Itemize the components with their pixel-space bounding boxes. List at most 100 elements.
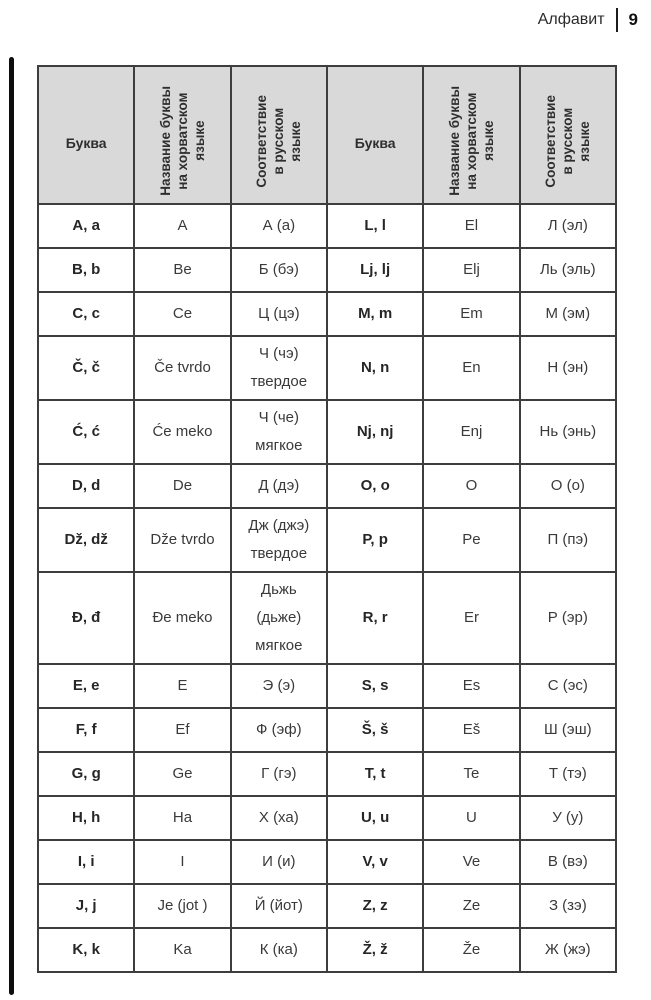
croatian-name-cell: Je (jot ) [133,883,232,929]
russian-match-cell: Ц (цэ) [229,291,328,337]
col-header-croatian-name-left: Название буквы на хорватском языке [133,65,232,205]
col-header-russian-match-left-label: Соответствие в русском языке [254,94,304,188]
page-header-divider [615,8,618,32]
col-header-letter-right-label: Буква [354,134,396,151]
russian-match-cell: Б (бэ) [229,247,328,293]
croatian-name-cell: O [422,463,521,509]
letter-cell: N, n [325,335,425,401]
croatian-name-cell: Enj [422,399,521,465]
croatian-name-cell: Že [422,927,521,973]
croatian-name-cell: Te [422,751,521,797]
russian-match-cell: Ш (эш) [518,707,618,753]
col-header-russian-match-left: Соответствие в русском языке [229,65,328,205]
russian-match-cell: Ч (чэ) твердое [229,335,328,401]
russian-match-cell: Т (тэ) [518,751,618,797]
letter-cell: R, r [325,571,425,665]
letter-cell: Nj, nj [325,399,425,465]
russian-match-cell: О (о) [518,463,618,509]
croatian-name-cell: Pe [422,507,521,573]
russian-match-cell: С (эс) [518,663,618,709]
table-row: Đ, đ Đe meko Дьжь (дьже) мягкое R, r Er Р (эр… [36,571,618,665]
russian-match-cell: У (у) [518,795,618,841]
croatian-name-cell: I [133,839,232,885]
letter-cell: E, e [36,663,136,709]
page-header-title: Алфавит [537,11,605,28]
croatian-name-cell: Ve [422,839,521,885]
letter-cell: T, t [325,751,425,797]
letter-cell: F, f [36,707,136,753]
croatian-name-cell: U [422,795,521,841]
croatian-name-cell: Er [422,571,521,665]
russian-match-cell: Р (эр) [518,571,618,665]
col-header-croatian-name-right: Название буквы на хорватском языке [422,65,521,205]
letter-cell: J, j [36,883,136,929]
col-header-letter-right: Буква [325,65,425,205]
letter-cell: Ć, ć [36,399,136,465]
russian-match-cell: Г (гэ) [229,751,328,797]
table-row: K, k Ka К (ка) Ž, ž Že Ж (жэ) [36,927,618,973]
table-row: Dž, dž Dže tvrdo Дж (джэ) твердое P, p Pe П (… [36,507,618,573]
russian-match-cell: Ль (эль) [518,247,618,293]
croatian-name-cell: Elj [422,247,521,293]
russian-match-cell: З (зэ) [518,883,618,929]
table-row: J, j Je (jot ) Й (йот) Z, z Ze З (зэ) [36,883,618,929]
letter-cell: S, s [325,663,425,709]
letter-cell: L, l [325,203,425,249]
croatian-name-cell: Ka [133,927,232,973]
croatian-name-cell: Ce [133,291,232,337]
letter-cell: O, o [325,463,425,509]
letter-cell: Dž, dž [36,507,136,573]
russian-match-cell: В (вэ) [518,839,618,885]
letter-cell: V, v [325,839,425,885]
col-header-letter-left: Буква [36,65,136,205]
col-header-letter-left-label: Буква [65,134,107,151]
russian-match-cell: Н (эн) [518,335,618,401]
russian-match-cell: П (пэ) [518,507,618,573]
letter-cell: I, i [36,839,136,885]
letter-cell: A, a [36,203,136,249]
alphabet-table: Буква Название буквы на хорватском языке… [36,65,618,973]
header-row: Буква Название буквы на хорватском языке… [36,65,618,205]
russian-match-cell: Э (э) [229,663,328,709]
letter-cell: P, p [325,507,425,573]
col-header-croatian-name-right-label: Название буквы на хорватском языке [446,86,496,196]
croatian-name-cell: Će meko [133,399,232,465]
table-row: Ć, ć Će meko Ч (че) мягкое Nj, nj Enj Нь (энь… [36,399,618,465]
letter-cell: Z, z [325,883,425,929]
russian-match-cell: Л (эл) [518,203,618,249]
table-row: C, c Ce Ц (цэ) M, m Em М (эм) [36,291,618,337]
letter-cell: H, h [36,795,136,841]
page-header: Алфавит 9 [538,8,638,32]
letter-cell: Ž, ž [325,927,425,973]
russian-match-cell: Х (ха) [229,795,328,841]
russian-match-cell: Дьжь (дьже) мягкое [229,571,328,665]
table-row: F, f Ef Ф (эф) Š, š Eš Ш (эш) [36,707,618,753]
croatian-name-cell: Em [422,291,521,337]
croatian-name-cell: E [133,663,232,709]
russian-match-cell: К (ка) [229,927,328,973]
russian-match-cell: А (а) [229,203,328,249]
page-number: 9 [628,10,638,29]
croatian-name-cell: Ze [422,883,521,929]
alphabet-table-head: Буква Название буквы на хорватском языке… [36,65,618,205]
croatian-name-cell: Eš [422,707,521,753]
letter-cell: B, b [36,247,136,293]
croatian-name-cell: Dže tvrdo [133,507,232,573]
table-row: Č, č Če tvrdo Ч (чэ) твердое N, n En Н (эн) [36,335,618,401]
table-row: B, b Be Б (бэ) Lj, lj Elj Ль (эль) [36,247,618,293]
russian-match-cell: Ж (жэ) [518,927,618,973]
russian-match-cell: М (эм) [518,291,618,337]
letter-cell: M, m [325,291,425,337]
col-header-russian-match-right-label: Соответствие в русском языке [543,94,593,188]
croatian-name-cell: El [422,203,521,249]
left-margin-bar [9,57,14,995]
letter-cell: C, c [36,291,136,337]
croatian-name-cell: Es [422,663,521,709]
letter-cell: Đ, đ [36,571,136,665]
letter-cell: Lj, lj [325,247,425,293]
